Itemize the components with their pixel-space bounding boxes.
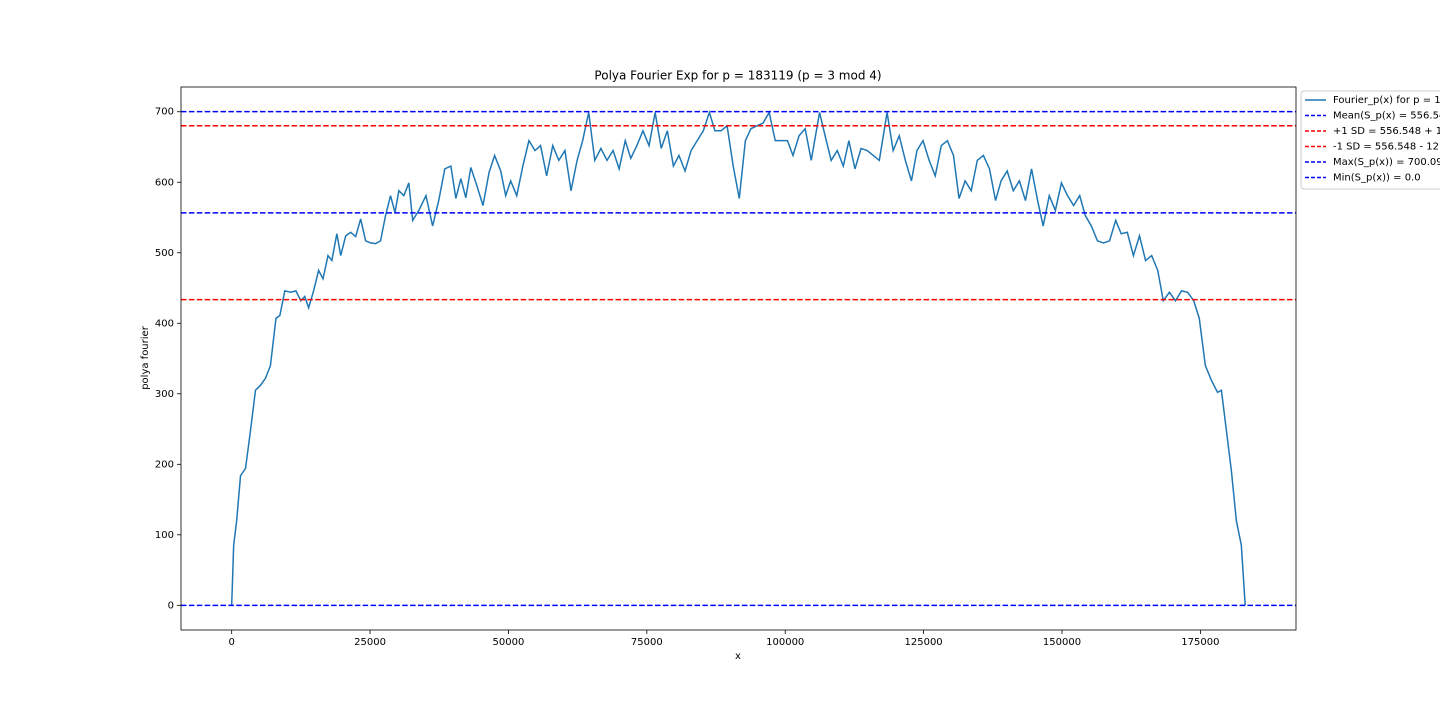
y-tick-label: 500 bbox=[155, 248, 174, 259]
y-tick-label: 300 bbox=[155, 389, 174, 400]
x-tick-label: 25000 bbox=[354, 637, 386, 648]
y-tick-label: 400 bbox=[155, 318, 174, 329]
y-axis-label: polya fourier bbox=[140, 325, 151, 389]
legend-label: Min(S_p(x)) = 0.0 bbox=[1333, 173, 1421, 184]
chart-title: Polya Fourier Exp for p = 183119 (p = 3 … bbox=[594, 69, 881, 83]
legend-label: -1 SD = 556.548 - 12 bbox=[1333, 142, 1439, 153]
data-line bbox=[230, 109, 1246, 606]
x-tick-label: 50000 bbox=[493, 637, 525, 648]
axes-frame bbox=[180, 86, 1297, 631]
y-tick-label: 200 bbox=[155, 459, 174, 470]
legend-label: +1 SD = 556.548 + 1 bbox=[1333, 126, 1440, 137]
x-tick-label: 0 bbox=[228, 637, 234, 648]
legend-box bbox=[1300, 90, 1440, 190]
y-tick-label: 100 bbox=[155, 530, 174, 541]
legend-label: Max(S_p(x)) = 700.09 bbox=[1333, 157, 1440, 168]
y-tick-label: 0 bbox=[168, 600, 174, 611]
legend-label: Mean(S_p(x) = 556.54 bbox=[1333, 111, 1440, 122]
y-tick-label: 600 bbox=[155, 177, 174, 188]
x-tick-label: 125000 bbox=[905, 637, 943, 648]
x-tick-label: 75000 bbox=[631, 637, 663, 648]
x-tick-label: 150000 bbox=[1043, 637, 1081, 648]
legend-label: Fourier_p(x) for p = 1 bbox=[1333, 95, 1440, 106]
x-tick-label: 175000 bbox=[1181, 637, 1219, 648]
y-tick-label: 700 bbox=[155, 107, 174, 118]
plot-area bbox=[181, 109, 1296, 607]
x-axis-label: x bbox=[735, 651, 741, 662]
x-tick-label: 100000 bbox=[766, 637, 804, 648]
